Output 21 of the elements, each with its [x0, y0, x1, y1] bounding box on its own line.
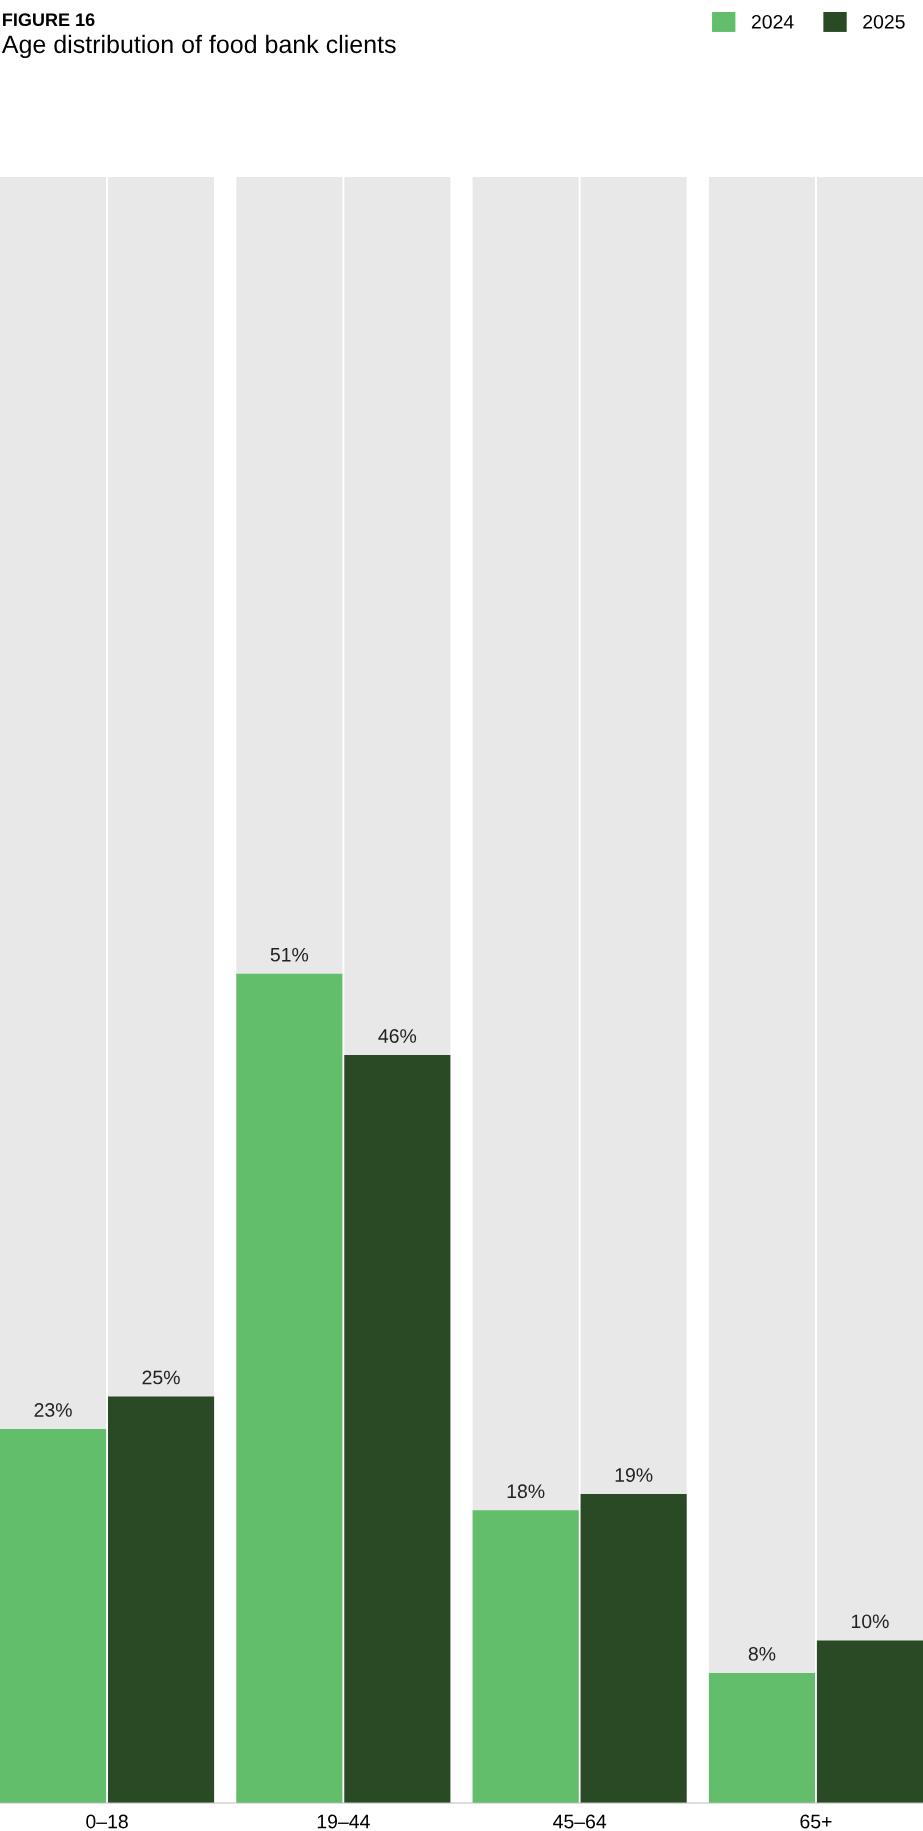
- bar: [580, 1494, 687, 1803]
- x-tick-label: 45–64: [553, 1814, 607, 1829]
- bar: [816, 1640, 923, 1803]
- x-tick-label: 65+: [800, 1814, 832, 1829]
- data-label: 19%: [615, 1468, 653, 1482]
- data-label: 25%: [142, 1370, 180, 1385]
- bar: [472, 1510, 579, 1803]
- chart-subtitle: Age distribution of food bank clients: [1, 34, 396, 59]
- data-label: 10%: [851, 1614, 889, 1629]
- chart-title: FIGURE 16: [3, 13, 95, 27]
- data-label: 51%: [270, 947, 309, 962]
- bar: [0, 1429, 107, 1803]
- data-label: 46%: [378, 1029, 417, 1043]
- x-tick-label: 19–44: [317, 1814, 370, 1829]
- data-label: 8%: [748, 1646, 776, 1661]
- data-label: 23%: [34, 1403, 72, 1417]
- legend-label: 2024: [751, 14, 794, 29]
- legend-label: 2025: [863, 14, 905, 29]
- data-label: 18%: [507, 1484, 545, 1499]
- bar: [708, 1672, 816, 1803]
- x-tick-label: 0–18: [86, 1814, 128, 1829]
